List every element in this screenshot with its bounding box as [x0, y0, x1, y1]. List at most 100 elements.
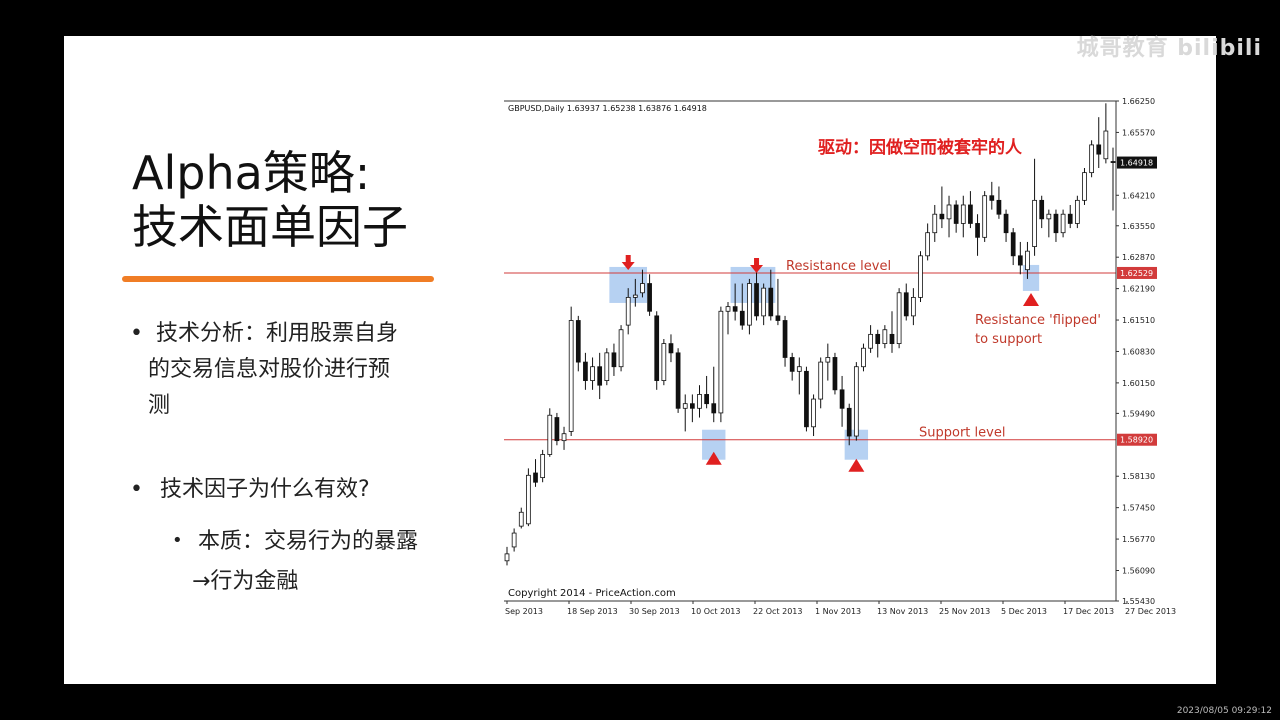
x-tick-label: 30 Sep 2013 — [629, 607, 680, 616]
candle-body-bearish — [889, 333, 895, 345]
support-up-arrow-2 — [848, 458, 865, 472]
bullet-3-line-1: 本质：交易行为的暴露 — [198, 529, 419, 554]
candle-body-bullish — [911, 296, 916, 317]
resistance-level-label: Resistance level — [786, 259, 891, 274]
candle-body-bearish — [647, 283, 652, 312]
slide-title-line-1: Alpha策略: — [132, 146, 371, 200]
candle-body-bullish — [625, 296, 631, 326]
candle-body-bearish — [533, 472, 538, 483]
bullet-3-line-2: →行为金融 — [192, 569, 299, 594]
flip-up-arrow — [1023, 292, 1040, 306]
candle-body-bearish — [953, 204, 959, 224]
x-tick-label: 5 Dec 2013 — [1001, 607, 1047, 616]
candle-body-bearish — [768, 287, 774, 317]
y-tick-label: 1.62870 — [1122, 253, 1155, 262]
bullet-dot-1: • — [130, 321, 143, 346]
support-level-label: Support level — [919, 426, 1005, 441]
candle-body-bearish — [1053, 213, 1059, 234]
candle-body-bullish — [1082, 172, 1087, 201]
last-price-tag: 1.64918 — [1120, 159, 1153, 168]
candle-body-bullish — [796, 366, 802, 372]
candle-body-bullish — [504, 553, 510, 562]
y-tick-label: 1.55430 — [1122, 597, 1155, 606]
candle-body-bearish — [732, 306, 738, 312]
candle-body-bullish — [825, 357, 831, 363]
x-tick-label: 25 Nov 2013 — [939, 607, 990, 616]
candle-body-bullish — [511, 532, 517, 548]
y-tick-label: 1.62190 — [1122, 285, 1155, 294]
candle-body-bearish — [1110, 161, 1116, 163]
candle-body-bullish — [918, 255, 923, 298]
bullet-dot-3: • — [172, 530, 183, 551]
support-price-tag: 1.58920 — [1120, 436, 1153, 445]
candle-body-bullish — [1089, 144, 1094, 174]
bullet-2-line-1: 技术因子为什么有效? — [160, 477, 370, 502]
resistance-down-arrow-2 — [750, 257, 764, 273]
y-tick-label: 1.59490 — [1122, 409, 1155, 418]
candle-body-bullish — [640, 283, 645, 294]
x-tick-label: 13 Nov 2013 — [877, 607, 928, 616]
candles — [504, 103, 1116, 566]
candle-body-bullish — [540, 454, 546, 479]
candle-body-bullish — [604, 352, 610, 381]
candle-body-bearish — [975, 223, 980, 238]
resistance-price-tag-box — [1117, 266, 1157, 279]
candle-body-bearish — [675, 352, 681, 409]
chart-header: GBPUSD,Daily 1.63937 1.65238 1.63876 1.6… — [508, 104, 707, 113]
candle-body-bullish — [896, 292, 902, 345]
bullet-1-line-1: 技术分析：利用股票自身 — [156, 321, 399, 346]
candle-body-bullish — [1074, 199, 1080, 224]
candle-body-bullish — [1025, 250, 1030, 271]
candle-body-bearish — [1010, 232, 1016, 257]
candle-body-bullish — [561, 433, 567, 442]
price-levels — [504, 272, 1116, 441]
candle-body-bearish — [839, 389, 845, 409]
candle-body-bearish — [804, 370, 809, 428]
x-tick-label: 1 Nov 2013 — [815, 607, 861, 616]
candle-body-bullish — [982, 195, 988, 238]
y-tick-label: 1.56770 — [1122, 535, 1155, 544]
chart-axes: 1.66250 1.65570 1.64210 1.63550 1.62870 1.621… — [504, 97, 1176, 616]
candle-body-bearish — [704, 394, 709, 405]
candle-body-bullish — [960, 204, 966, 224]
y-tick-label: 1.60830 — [1122, 347, 1155, 356]
candle-body-bearish — [1003, 213, 1009, 234]
candle-body-bullish — [818, 361, 824, 400]
last-price-tag-box — [1117, 156, 1157, 169]
slide: Alpha策略: 技术面单因子 • 技术分析：利用股票自身 的交易信息对股价进行… — [64, 36, 1216, 684]
y-tick-label: 1.65570 — [1122, 128, 1155, 137]
y-tick-label: 1.60150 — [1122, 379, 1155, 388]
y-tick-label: 1.58130 — [1122, 472, 1155, 481]
candle-body-bearish — [554, 417, 560, 442]
candle-body-bullish — [861, 347, 866, 368]
support-price-tag-box — [1117, 433, 1157, 446]
bullet-1: 技术分析：利用股票自身 的交易信息对股价进行预 测 — [148, 316, 399, 424]
candle-body-bullish — [568, 320, 574, 432]
candle-body-bullish — [725, 306, 731, 312]
candle-body-bullish — [682, 403, 688, 409]
highlight-box-3 — [702, 429, 726, 460]
candle-body-bearish — [1067, 213, 1073, 224]
y-tick-label: 1.56090 — [1122, 567, 1155, 576]
x-tick-label: Sep 2013 — [505, 607, 543, 616]
candle-body-bearish — [775, 315, 781, 321]
x-tick-label: 22 Oct 2013 — [753, 607, 802, 616]
bullet-dot-2: • — [130, 477, 143, 502]
candle-body-bearish — [597, 366, 603, 386]
candle-body-bullish — [932, 213, 938, 234]
candle-body-bearish — [668, 343, 674, 354]
candle-body-bearish — [968, 204, 973, 224]
candle-body-bearish — [782, 320, 788, 358]
chart-annotations: GBPUSD,Daily 1.63937 1.65238 1.63876 1.6… — [508, 104, 1101, 599]
candle-body-bullish — [868, 333, 873, 349]
flip-note-line-1: Resistance 'flipped' — [975, 313, 1101, 328]
bullet-1-line-2: 的交易信息对股价进行预 — [148, 357, 391, 382]
x-tick-label: 27 Dec 2013 — [1125, 607, 1176, 616]
candle-body-bearish — [846, 407, 852, 437]
candle-body-bullish — [618, 329, 624, 368]
candle-body-bullish — [761, 287, 767, 317]
candle-body-bullish — [882, 329, 888, 345]
candle-body-bearish — [789, 357, 795, 372]
support-up-arrow-1 — [705, 451, 722, 465]
